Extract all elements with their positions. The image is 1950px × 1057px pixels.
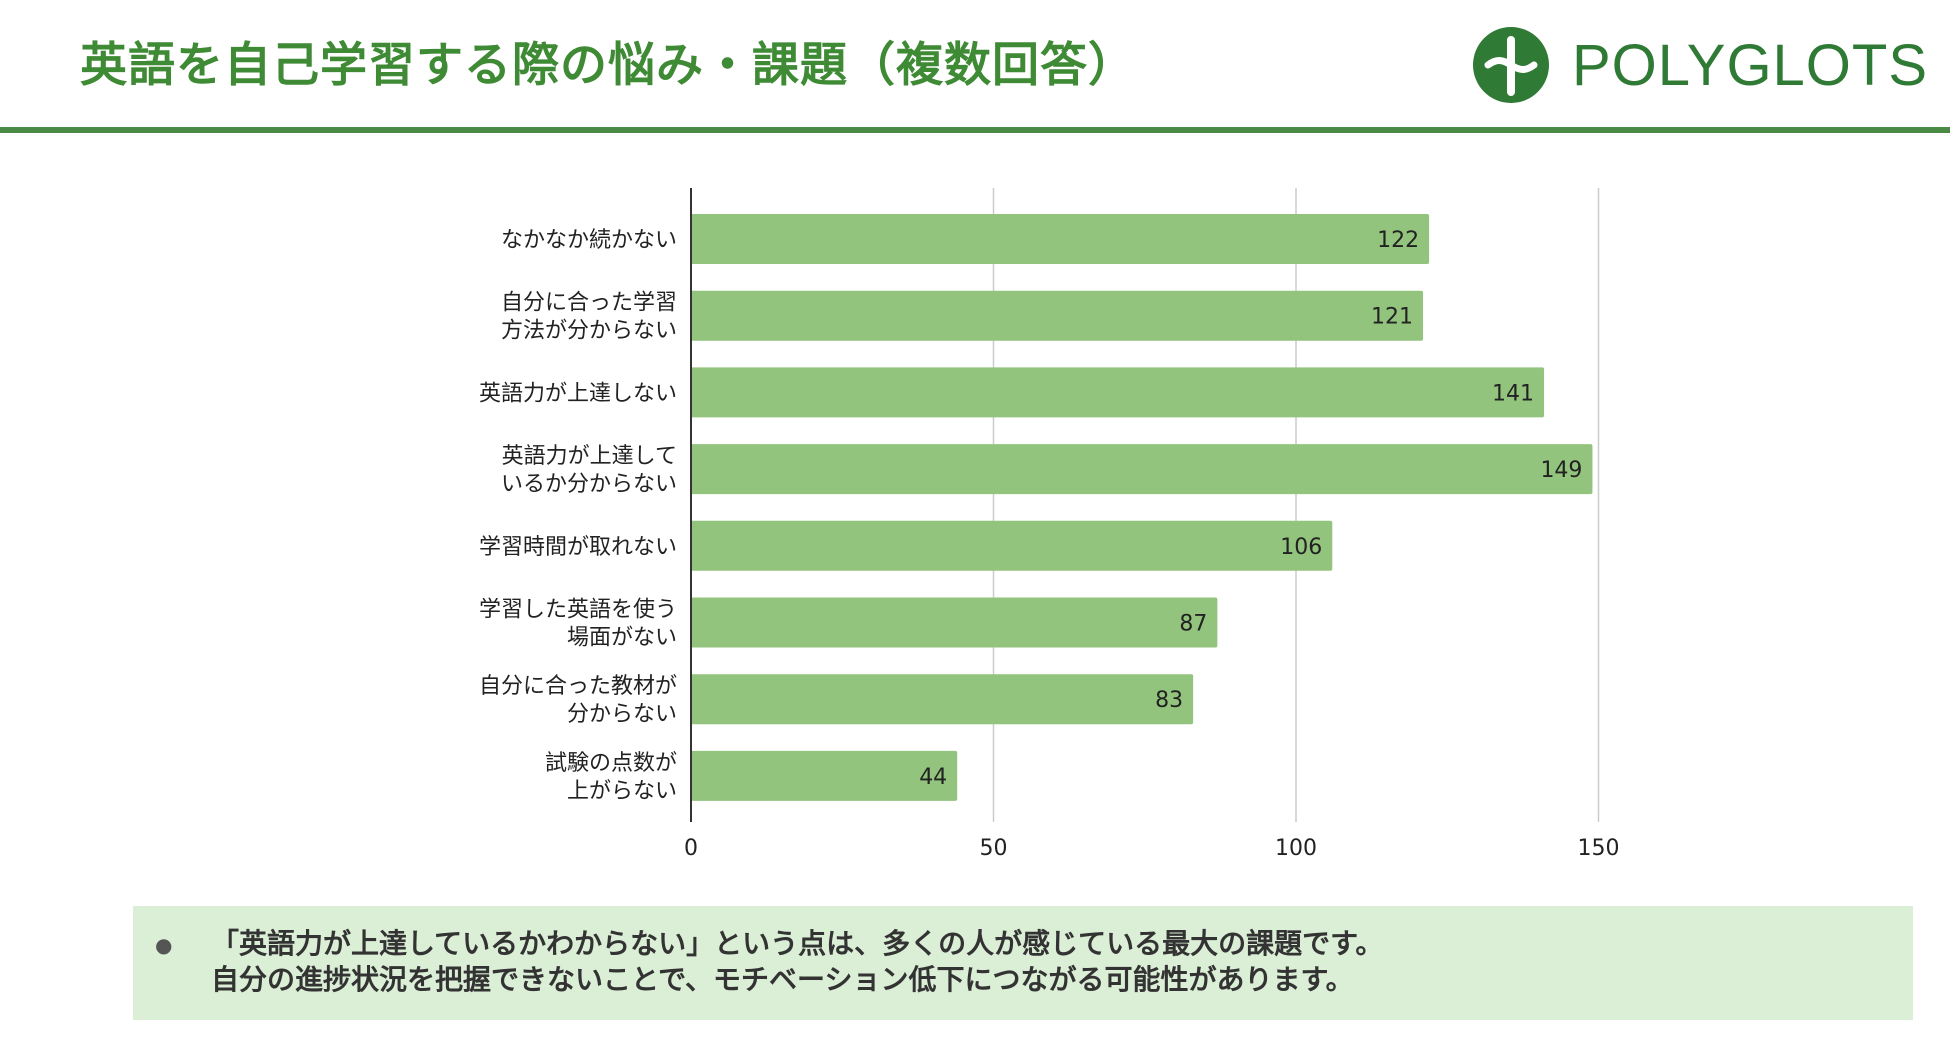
value-label-6: 83 [1155, 688, 1183, 713]
x-tick-label-150: 150 [1578, 836, 1620, 861]
category-label-6-line-1: 分からない [567, 702, 677, 727]
category-label-4: 学習時間が取れない [479, 535, 677, 560]
x-tick-label-100: 100 [1275, 836, 1317, 861]
x-tick-label-0: 0 [684, 836, 698, 861]
bar-2 [691, 367, 1545, 418]
category-label-1-line-1: 方法が分からない [501, 319, 677, 344]
note-box: ● 「英語力が上達しているかわからない」という点は、多くの人が感じている最大の課… [133, 906, 1913, 1020]
value-label-1: 121 [1371, 305, 1413, 330]
chart-gridlines [992, 188, 1600, 822]
logo-text: POLYGLOTS [1572, 32, 1929, 98]
chart-labels: 0 50 100 150 122 なかなか続かない 121 自分に合った学習方法が分からない 1… [479, 228, 1620, 861]
brand-logo: POLYGLOTS [1472, 26, 1928, 104]
value-label-7: 44 [919, 765, 947, 790]
note-text: 「英語力が上達しているかわからない」という点は、多くの人が感じている最大の課題で… [211, 926, 1383, 998]
category-label-0: なかなか続かない [501, 228, 677, 253]
category-label-0-line-0: なかなか続かない [501, 228, 677, 253]
note-bullet: ● [155, 933, 173, 957]
value-label-0: 122 [1377, 228, 1419, 253]
bar-chart: 0 50 100 150 122 なかなか続かない 121 自分に合った学習方法が分からない 1… [479, 188, 1620, 861]
bar-7 [691, 750, 958, 801]
x-tick-label-50: 50 [980, 836, 1008, 861]
category-label-5-line-1: 場面がない [567, 626, 677, 651]
category-label-2-line-0: 英語力が上達しない [479, 381, 677, 406]
bar-3 [691, 444, 1593, 495]
note-line-1: 「英語力が上達しているかわからない」という点は、多くの人が感じている最大の課題で… [211, 927, 1384, 960]
category-label-7-line-0: 試験の点数が [545, 751, 677, 776]
bar-4 [691, 520, 1333, 571]
value-label-5: 87 [1179, 612, 1207, 637]
category-label-5-line-0: 学習した英語を使う [479, 598, 677, 623]
category-label-1-line-0: 自分に合った学習 [501, 291, 677, 316]
category-label-3-line-0: 英語力が上達して [502, 444, 677, 469]
value-label-4: 106 [1280, 535, 1322, 560]
note-line-2: 自分の進捗状況を把握できないことで、モチベーション低下につながる可能性があります… [211, 963, 1354, 996]
bar-1 [691, 290, 1424, 341]
category-label-7-line-1: 上がらない [567, 779, 677, 804]
page-title: 英語を自己学習する際の悩み・課題（複数回答） [80, 38, 1136, 93]
bar-6 [691, 674, 1194, 725]
category-label-1: 自分に合った学習方法が分からない [501, 291, 677, 344]
category-label-3-line-1: いるか分からない [501, 472, 677, 497]
header-rule [0, 127, 1950, 133]
category-label-6: 自分に合った教材が分からない [479, 674, 677, 727]
category-label-4-line-0: 学習時間が取れない [479, 535, 677, 560]
value-label-3: 149 [1540, 458, 1582, 483]
category-label-5: 学習した英語を使う場面がない [479, 598, 677, 651]
bar-0 [691, 214, 1430, 264]
category-label-3: 英語力が上達しているか分からない [501, 444, 677, 497]
bar-5 [691, 597, 1218, 648]
chart-bars [691, 214, 1593, 801]
category-label-2: 英語力が上達しない [479, 381, 677, 406]
polyglots-logo-icon [1473, 27, 1549, 103]
value-label-2: 141 [1492, 381, 1534, 406]
category-label-6-line-0: 自分に合った教材が [479, 674, 677, 699]
category-label-7: 試験の点数が上がらない [545, 751, 677, 804]
